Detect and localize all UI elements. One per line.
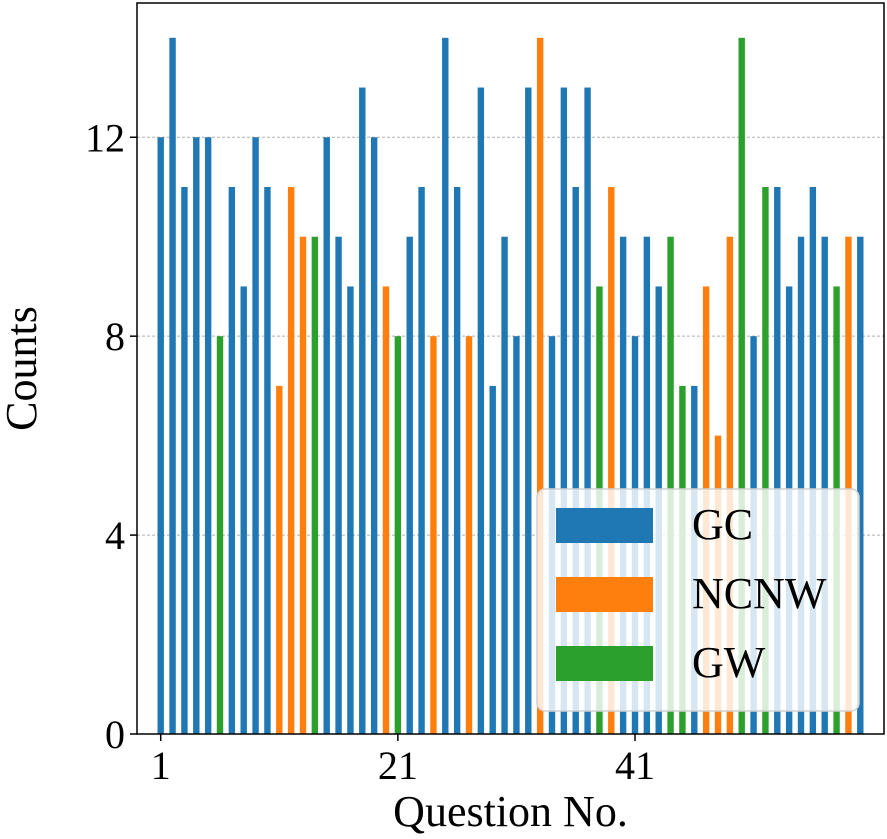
legend-swatch-ncnw	[556, 577, 653, 612]
bar-gw-q6	[216, 336, 224, 734]
bar-gc-q17	[347, 286, 354, 734]
bar-gw-q21	[394, 336, 402, 734]
bar-ncnw-q11	[276, 385, 283, 734]
bar-gc-q36	[572, 186, 579, 735]
bar-gc-q4	[193, 137, 200, 734]
bar-gc-q35	[560, 87, 568, 734]
y-tick-label: 0	[105, 712, 125, 757]
bar-ncnw-q39	[608, 186, 615, 735]
bar-gw-q50	[738, 37, 745, 735]
bar-gc-q25	[442, 37, 449, 735]
y-tick-label: 8	[105, 314, 125, 359]
bar-gc-q9	[252, 137, 259, 734]
bar-gc-q5	[204, 137, 212, 734]
bar-gc-q60	[857, 236, 864, 735]
y-tick-label: 12	[85, 115, 125, 160]
x-axis-ticks: 1 21 41	[151, 734, 655, 788]
bar-gc-q10	[264, 186, 271, 735]
legend-label-gc: GC	[692, 500, 753, 549]
x-tick-label: 21	[378, 743, 418, 788]
bar-gc-q8	[240, 286, 247, 734]
x-axis-label: Question No.	[393, 787, 628, 836]
bar-gw-q14	[311, 236, 319, 735]
bar-ncnw-q49	[726, 236, 734, 735]
bar-gc-q23	[418, 186, 425, 735]
legend-swatch-gc	[556, 508, 653, 543]
bar-gc-q53	[774, 186, 781, 735]
bar-ncnw-q12	[287, 186, 295, 735]
legend-label-ncnw: NCNW	[692, 569, 827, 618]
bar-gc-q56	[809, 186, 817, 735]
bar-gc-q1	[157, 137, 164, 734]
y-tick-label: 4	[105, 513, 125, 558]
legend: GC NCNW GW	[536, 488, 860, 712]
bar-gc-q18	[359, 87, 366, 734]
bar-gc-q37	[584, 87, 591, 734]
legend-swatch-gw	[556, 646, 653, 681]
legend-label-gw: GW	[692, 638, 766, 687]
bar-gc-q2	[169, 37, 176, 735]
bar-ncnw-q13	[299, 236, 307, 735]
bar-gc-q3	[181, 186, 188, 735]
bar-gc-q22	[406, 236, 413, 735]
bar-gw-q52	[762, 186, 769, 735]
x-tick-label: 41	[615, 743, 655, 788]
bar-gc-q15	[323, 137, 330, 734]
bar-gw-q44	[667, 236, 674, 735]
y-axis-ticks: 0 4 8 12	[85, 115, 137, 757]
bar-gc-q29	[489, 385, 496, 734]
x-tick-label: 1	[151, 743, 171, 788]
bar-gc-q30	[501, 236, 508, 735]
bar-gc-q19	[370, 137, 378, 734]
plot-frame	[136, 2, 885, 735]
bar-gc-q31	[513, 336, 520, 734]
bar-gc-q42	[643, 236, 651, 735]
bar-gc-q57	[821, 236, 828, 735]
bar-gc-q7	[228, 186, 236, 735]
bar-gc-q26	[453, 186, 461, 735]
bar-gc-q32	[525, 87, 532, 734]
bar-ncnw-q59	[845, 236, 852, 735]
bar-ncnw-q27	[465, 336, 473, 734]
bar-ncnw-q33	[536, 37, 544, 735]
bar-gc-q40	[619, 236, 627, 735]
bar-ncnw-q20	[382, 286, 390, 734]
bar-gc-q16	[335, 236, 342, 735]
bar-gc-q28	[477, 87, 485, 734]
bar-ncnw-q24	[430, 336, 437, 734]
bar-gc-q55	[797, 236, 805, 735]
y-axis-label: Counts	[0, 306, 46, 431]
